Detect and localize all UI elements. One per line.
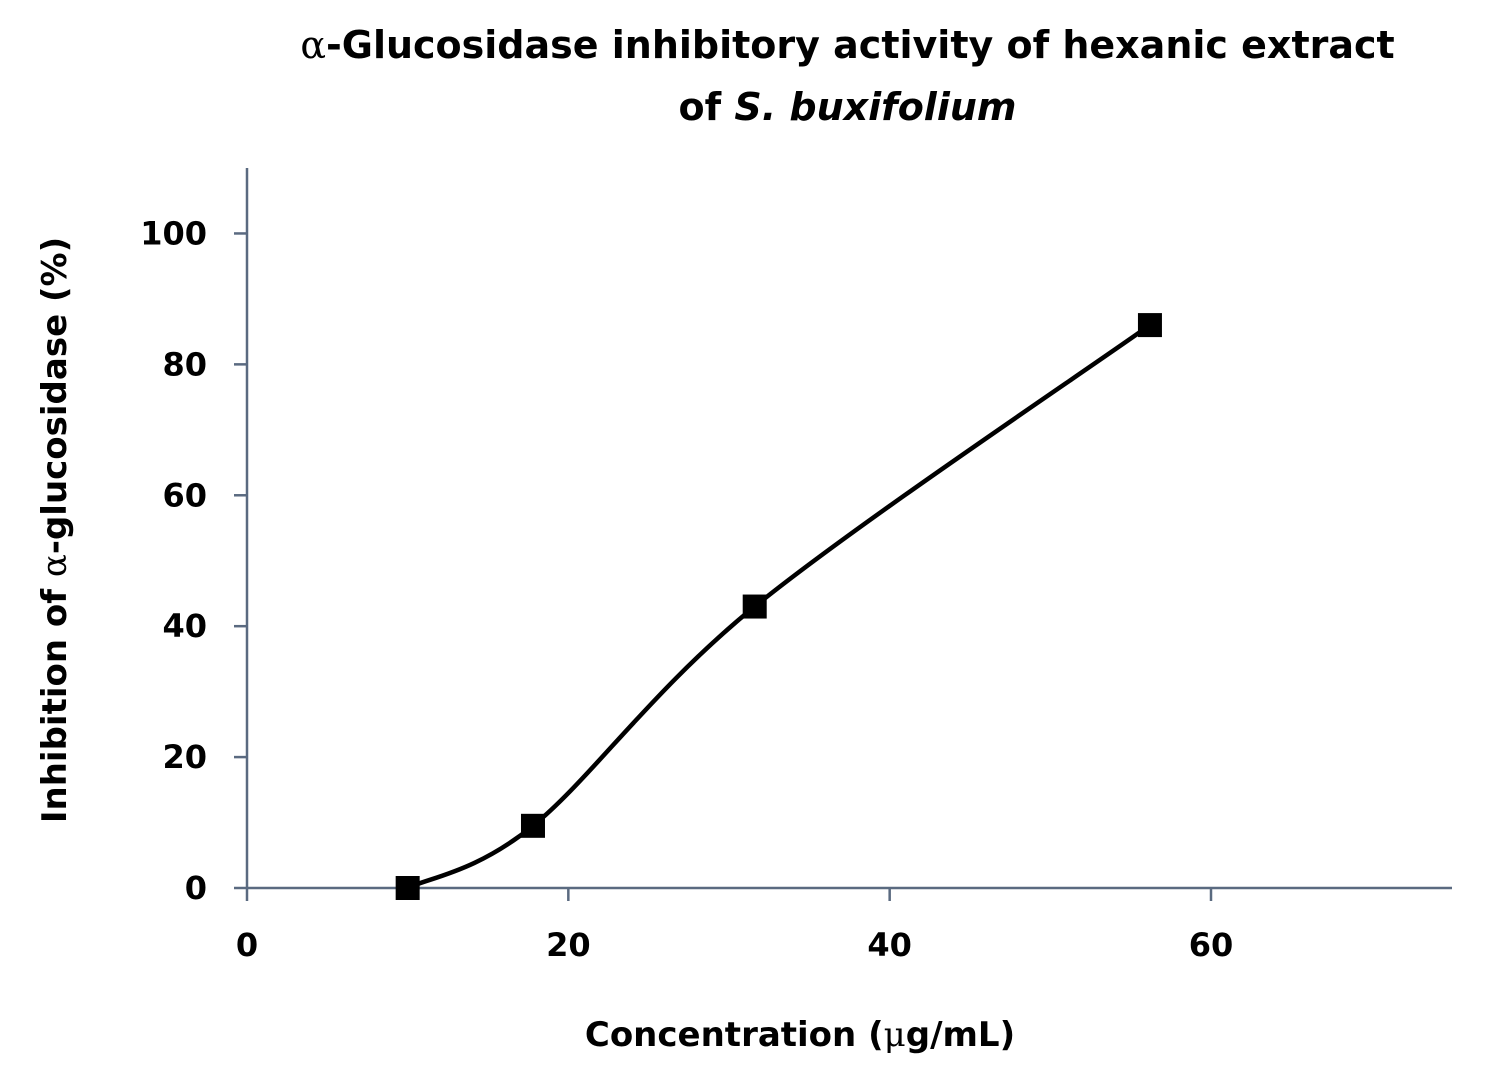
x-tick-label: 40: [867, 926, 912, 964]
data-point-marker: [520, 813, 545, 838]
title-species-name: S. buxifolium: [734, 85, 1017, 129]
title-alpha-symbol: α: [300, 23, 326, 67]
x-tick-label: 60: [1189, 926, 1234, 964]
y-tick-label: 100: [140, 214, 207, 252]
y-tick-label: 40: [162, 607, 207, 645]
x-tick-label: 0: [236, 926, 258, 964]
data-point-marker: [395, 876, 420, 900]
data-point-marker: [742, 594, 767, 619]
x-axis-title-suffix: g/mL): [905, 1015, 1016, 1055]
chart-title-line-1: α-Glucosidase inhibitory activity of hex…: [150, 14, 1492, 76]
x-axis-title-prefix: Concentration (: [584, 1015, 884, 1055]
y-axis-title-suffix: -glucosidase (%): [35, 236, 75, 555]
chart-title: α-Glucosidase inhibitory activity of hex…: [150, 14, 1492, 138]
y-axis-title: Inhibition of α-glucosidase (%): [30, 180, 80, 880]
chart-title-line-2: of S. buxifolium: [150, 76, 1492, 138]
y-tick-label: 60: [162, 476, 207, 514]
y-tick-label: 80: [162, 345, 207, 383]
y-tick-label: 20: [162, 738, 207, 776]
y-axis-title-prefix: Inhibition of: [35, 577, 75, 824]
x-tick-label: 20: [546, 926, 591, 964]
data-point-marker: [1137, 313, 1162, 338]
x-axis-mu-symbol: μ: [883, 1015, 906, 1055]
data-series: [395, 313, 1162, 900]
series-line: [406, 323, 1152, 891]
title-line-2-prefix: of: [678, 85, 735, 129]
x-axis-title: Concentration (μg/mL): [400, 1010, 1200, 1060]
x-axis: 0 20 40 60: [236, 886, 1452, 964]
y-axis-alpha-symbol: α: [35, 554, 75, 578]
y-tick-label: 0: [185, 869, 207, 907]
title-line-1-text: -Glucosidase inhibitory activity of hexa…: [325, 23, 1395, 67]
y-axis: 0 20 40 60 80 100: [140, 168, 249, 907]
